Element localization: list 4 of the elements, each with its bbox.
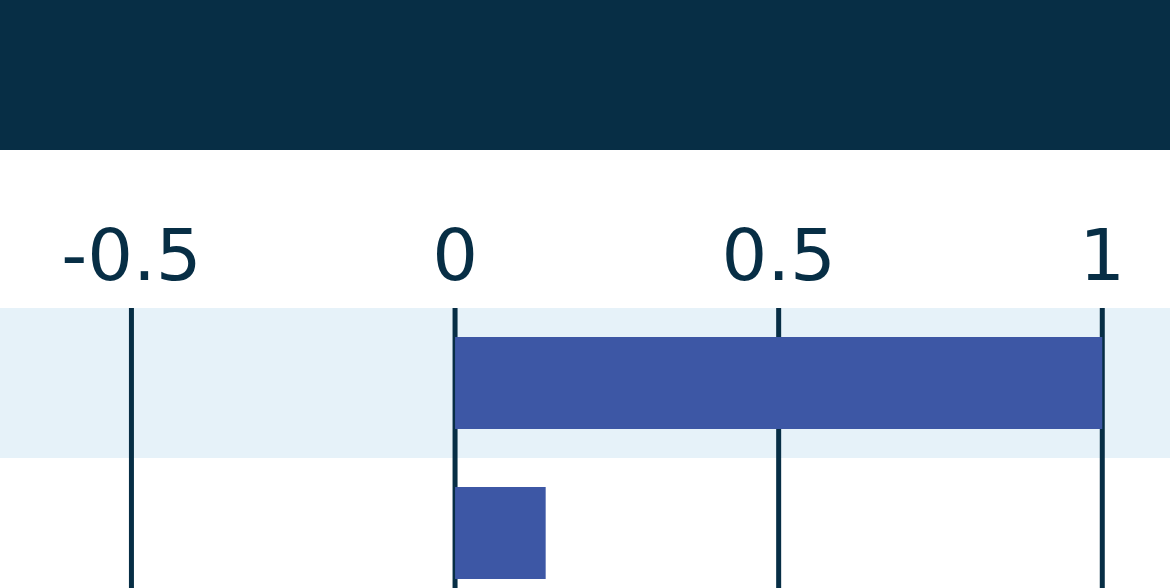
x-tick-label: 0.5	[721, 213, 836, 297]
x-tick-label: 0	[432, 213, 478, 297]
x-tick-label: -0.5	[61, 213, 202, 297]
x-tick-label: 1	[1079, 213, 1126, 297]
